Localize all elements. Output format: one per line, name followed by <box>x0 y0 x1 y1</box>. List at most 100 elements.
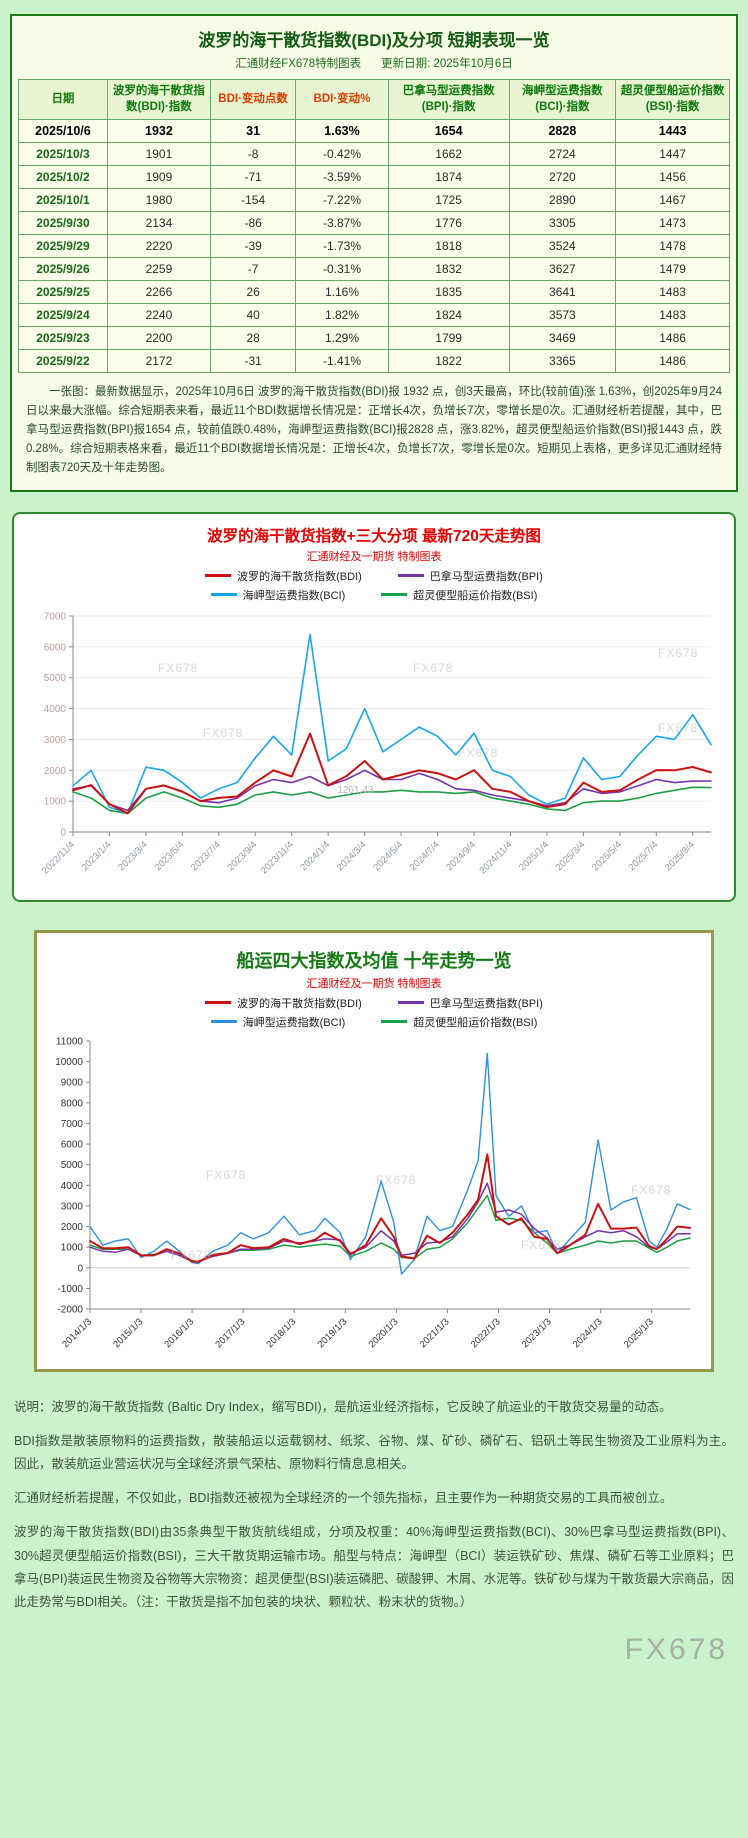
chart-720-plot-area: 0 1000 2000 3000 4000 5000 6000 7000 2022/11/4 20… <box>18 606 730 894</box>
value-cell: -1.73% <box>295 234 389 259</box>
note-paragraph: BDI指数是散装原物料的运费指数，散装船运以运载钢材、纸浆、谷物、煤、矿砂、磷矿… <box>14 1434 734 1472</box>
value-cell: 28 <box>209 326 297 351</box>
value-cell: 1.16% <box>295 280 389 305</box>
svg-text:7000: 7000 <box>44 611 67 622</box>
chart-720-panel: 波罗的海干散货指数+三大分项 最新720天走势图 汇通财经及一期货 特制图表 波… <box>12 511 736 902</box>
svg-text:7000: 7000 <box>61 1119 84 1130</box>
value-cell: -71 <box>209 165 297 190</box>
legend-label-bsi: 超灵便型船运价指数(BSI) <box>413 1016 538 1029</box>
svg-text:-1000: -1000 <box>57 1284 83 1295</box>
chart-720-legend: 波罗的海干散货指数(BDI) 巴拿马型运费指数(BPI) 海岬型运费指数(BCI… <box>18 568 730 603</box>
svg-text:4000: 4000 <box>61 1181 84 1192</box>
header-bsi-index: 超灵便型船运价指数(BSI)·指数 <box>615 78 730 121</box>
value-cell: 1799 <box>387 326 510 351</box>
svg-text:11000: 11000 <box>56 1036 84 1047</box>
svg-text:2023/1/3: 2023/1/3 <box>520 1316 554 1350</box>
date-cell: 2025/9/22 <box>18 349 108 374</box>
table-row: 2025/9/25 2266 26 1.16% 1835 3641 1483 <box>18 280 730 305</box>
source-label: 汇通财经FX678特制图表 <box>235 58 362 70</box>
chart-10y-subtitle: 汇通财经及一期货 特制图表 <box>306 977 442 990</box>
value-cell: 1473 <box>615 211 730 236</box>
table-row: 2025/9/22 2172 -31 -1.41% 1822 3365 1486 <box>18 349 730 374</box>
svg-text:2016/1/3: 2016/1/3 <box>162 1316 196 1350</box>
value-cell: -154 <box>209 188 297 213</box>
legend-item-bdi: 波罗的海干散货指数(BDI) <box>205 995 362 1011</box>
value-cell: 1832 <box>387 257 510 282</box>
date-cell: 2025/9/30 <box>18 211 108 236</box>
value-cell: 1486 <box>615 326 730 351</box>
svg-text:2022/1/3: 2022/1/3 <box>469 1316 503 1350</box>
table-analysis-note: 一张图：最新数据显示，2025年10月6日 波罗的海干散货指数(BDI)报 19… <box>26 386 722 474</box>
value-cell: 1776 <box>387 211 510 236</box>
value-cell: 2720 <box>508 165 617 190</box>
value-cell: 3305 <box>508 211 617 236</box>
svg-text:3000: 3000 <box>61 1201 84 1212</box>
svg-text:2021/1/3: 2021/1/3 <box>418 1316 452 1350</box>
value-cell: -86 <box>209 211 297 236</box>
chart-10y-legend: 波罗的海干散货指数(BDI) 巴拿马型运费指数(BPI) 海岬型运费指数(BCI… <box>41 995 707 1030</box>
table-header-row: 日期 波罗的海干散货指数(BDI)·指数 BDI·变动点数 BDI·变动% 巴拿… <box>18 78 730 121</box>
svg-text:2025/7/4: 2025/7/4 <box>627 839 661 873</box>
update-date: 更新日期: 2025年10月6日 <box>381 58 513 70</box>
bci-line-swatch <box>210 1020 237 1024</box>
value-cell: 31 <box>209 119 297 144</box>
value-cell: 3627 <box>508 257 617 282</box>
bdi-line-swatch <box>205 574 232 578</box>
svg-text:2024/9/4: 2024/9/4 <box>444 839 478 873</box>
value-cell: 2266 <box>106 280 211 305</box>
legend-label-bsi: 超灵便型船运价指数(BSI) <box>413 589 538 602</box>
chart-10y-panel: 船运四大指数及均值 十年走势一览 汇通财经及一期货 特制图表 波罗的海干散货指数… <box>34 929 714 1372</box>
value-cell: 2220 <box>106 234 211 259</box>
value-cell: 2134 <box>106 211 211 236</box>
value-cell: 26 <box>209 280 297 305</box>
legend-label-bci: 海岬型运费指数(BCI) <box>242 589 346 602</box>
svg-text:2024/7/4: 2024/7/4 <box>408 839 442 873</box>
svg-text:3000: 3000 <box>44 735 67 746</box>
value-cell: 1.29% <box>295 326 389 351</box>
svg-text:8000: 8000 <box>61 1098 84 1109</box>
value-cell: -3.59% <box>295 165 389 190</box>
value-cell: -7.22% <box>295 188 389 213</box>
svg-text:2024/11/4: 2024/11/4 <box>477 839 514 876</box>
value-cell: -1.41% <box>295 349 389 374</box>
svg-text:9000: 9000 <box>61 1078 84 1089</box>
value-cell: 2240 <box>106 303 211 328</box>
value-cell: 1654 <box>387 119 510 144</box>
header-bpi-index: 巴拿马型运费指数(BPI)·指数 <box>387 78 510 121</box>
svg-text:2019/1/3: 2019/1/3 <box>316 1316 350 1350</box>
value-cell: 2200 <box>106 326 211 351</box>
date-cell: 2025/9/24 <box>18 303 108 328</box>
value-cell: 3469 <box>508 326 617 351</box>
svg-text:1000: 1000 <box>44 797 67 808</box>
svg-text:4000: 4000 <box>44 704 67 715</box>
value-cell: 1456 <box>615 165 730 190</box>
value-cell: 1909 <box>106 165 211 190</box>
value-cell: 1486 <box>615 349 730 374</box>
svg-text:2024/1/3: 2024/1/3 <box>571 1316 605 1350</box>
svg-text:2023/7/4: 2023/7/4 <box>189 839 223 873</box>
svg-text:5000: 5000 <box>61 1160 84 1171</box>
svg-text:2025/9/4: 2025/9/4 <box>663 839 697 873</box>
date-cell: 2025/9/25 <box>18 280 108 305</box>
value-cell: -0.31% <box>295 257 389 282</box>
value-cell: 1980 <box>106 188 211 213</box>
svg-text:2000: 2000 <box>61 1222 84 1233</box>
chart-720-subtitle: 汇通财经及一期货 特制图表 <box>306 550 442 563</box>
legend-label-bpi: 巴拿马型运费指数(BPI) <box>429 570 543 583</box>
legend-label-bdi: 波罗的海干散货指数(BDI) <box>237 997 362 1010</box>
value-cell: 1.82% <box>295 303 389 328</box>
table-row: 2025/9/24 2240 40 1.82% 1824 3573 1483 <box>18 303 730 328</box>
value-cell: 1483 <box>615 303 730 328</box>
value-cell: 2172 <box>106 349 211 374</box>
value-cell: 1822 <box>387 349 510 374</box>
table-row: 2025/9/23 2200 28 1.29% 1799 3469 1486 <box>18 326 730 351</box>
bpi-line-swatch <box>397 1001 424 1005</box>
value-cell: 1725 <box>387 188 510 213</box>
bpi-line-swatch <box>397 574 424 578</box>
svg-text:2025/3/4: 2025/3/4 <box>554 839 588 873</box>
legend-item-bsi: 超灵便型船运价指数(BSI) <box>381 1014 537 1030</box>
header-date: 日期 <box>18 78 108 121</box>
svg-text:2023/11/4: 2023/11/4 <box>259 839 296 876</box>
note-paragraph: 波罗的海干散货指数(BDI)由35条典型干散货航线组成，分项及权重：40%海岬型… <box>14 1525 734 1609</box>
